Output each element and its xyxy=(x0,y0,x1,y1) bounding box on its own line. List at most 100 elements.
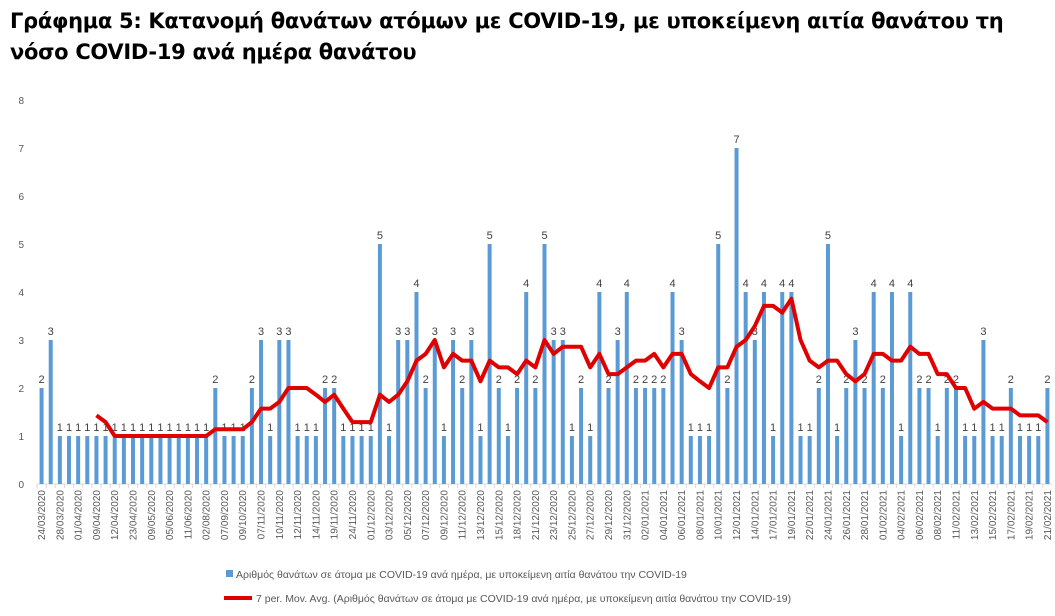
bar xyxy=(780,292,785,484)
bar xyxy=(249,388,254,484)
value-label: 1 xyxy=(121,422,127,434)
x-tick-label: 19/11/2020 xyxy=(330,490,341,540)
x-tick-label: 12/01/2021 xyxy=(732,490,743,540)
bar xyxy=(697,436,702,484)
value-label: 1 xyxy=(167,422,173,434)
bar xyxy=(176,436,181,484)
x-tick-label: 14/11/2020 xyxy=(311,490,322,540)
x-tick-label: 01/02/2021 xyxy=(878,490,889,540)
bar xyxy=(57,436,62,484)
value-label: 3 xyxy=(48,326,54,338)
bar xyxy=(451,340,456,484)
value-label: 3 xyxy=(432,326,438,338)
bar xyxy=(158,436,163,484)
bar xyxy=(387,436,392,484)
value-label: 3 xyxy=(285,326,291,338)
value-label: 2 xyxy=(916,374,922,386)
value-label: 2 xyxy=(925,374,931,386)
value-label: 2 xyxy=(880,374,886,386)
value-label: 2 xyxy=(514,374,520,386)
bar xyxy=(76,436,81,484)
value-label: 1 xyxy=(157,422,163,434)
value-label: 2 xyxy=(843,374,849,386)
x-tick-label: 09/12/2020 xyxy=(439,490,450,540)
value-label: 2 xyxy=(249,374,255,386)
bar xyxy=(972,436,977,484)
value-label: 2 xyxy=(944,374,950,386)
bar xyxy=(140,436,145,484)
y-tick-label: 1 xyxy=(18,432,24,443)
bar xyxy=(707,436,712,484)
bar xyxy=(240,436,245,484)
bar xyxy=(131,436,136,484)
value-label: 3 xyxy=(258,326,264,338)
x-tick-label: 24/11/2020 xyxy=(348,490,359,540)
value-label: 4 xyxy=(871,278,877,290)
value-label: 2 xyxy=(212,374,218,386)
value-label: 4 xyxy=(788,278,794,290)
bar xyxy=(688,436,693,484)
bar xyxy=(953,388,958,484)
value-label: 3 xyxy=(852,326,858,338)
value-label: 4 xyxy=(413,278,419,290)
x-tick-label: 22/01/2021 xyxy=(805,490,816,540)
x-tick-label: 09/04/2020 xyxy=(92,490,103,540)
x-tick-label: 04/01/2021 xyxy=(659,490,670,540)
bar xyxy=(981,340,986,484)
bar xyxy=(103,436,108,484)
value-label: 2 xyxy=(861,374,867,386)
value-label: 3 xyxy=(450,326,456,338)
value-label: 4 xyxy=(523,278,529,290)
value-label: 1 xyxy=(441,422,447,434)
bar xyxy=(579,388,584,484)
x-tick-label: 19/02/2021 xyxy=(1025,490,1036,540)
value-label: 2 xyxy=(1044,374,1050,386)
value-label: 1 xyxy=(971,422,977,434)
bar xyxy=(588,436,593,484)
y-tick-label: 2 xyxy=(18,384,24,395)
value-label: 4 xyxy=(779,278,785,290)
x-tick-label: 07/09/2020 xyxy=(220,490,231,540)
bar xyxy=(899,436,904,484)
value-label: 2 xyxy=(605,374,611,386)
value-label: 7 xyxy=(733,134,739,146)
value-label: 1 xyxy=(1017,422,1023,434)
x-tick-label: 25/12/2020 xyxy=(567,490,578,540)
x-tick-label: 15/12/2020 xyxy=(494,490,505,540)
value-label: 2 xyxy=(423,374,429,386)
value-label: 1 xyxy=(194,422,200,434)
x-tick-label: 21/02/2021 xyxy=(1043,490,1054,540)
x-tick-label: 11/12/2020 xyxy=(458,490,469,540)
bar xyxy=(48,340,53,484)
value-label: 2 xyxy=(660,374,666,386)
bar xyxy=(1027,436,1032,484)
bar xyxy=(268,436,273,484)
bar xyxy=(304,436,309,484)
bar xyxy=(725,388,730,484)
value-label: 2 xyxy=(1008,374,1014,386)
bar xyxy=(423,388,428,484)
value-label: 1 xyxy=(313,422,319,434)
value-label: 2 xyxy=(39,374,45,386)
x-tick-label: 24/01/2021 xyxy=(823,490,834,540)
bar xyxy=(1036,436,1041,484)
bar xyxy=(323,388,328,484)
bar xyxy=(350,436,355,484)
x-tick-label: 02/01/2021 xyxy=(641,490,652,540)
bar xyxy=(377,244,382,484)
value-label: 1 xyxy=(935,422,941,434)
bar xyxy=(761,292,766,484)
chart-title: Γράφημα 5: Κατανομή θανάτων ατόμων με CO… xyxy=(10,9,1004,64)
bar xyxy=(990,436,995,484)
y-tick-label: 0 xyxy=(18,480,24,491)
value-label: 1 xyxy=(505,422,511,434)
value-label: 2 xyxy=(651,374,657,386)
bar xyxy=(313,436,318,484)
bar xyxy=(1045,388,1050,484)
legend-label: 7 per. Mov. Avg. (Αριθμός θανάτων σε άτο… xyxy=(256,593,791,605)
value-label: 2 xyxy=(642,374,648,386)
value-label: 5 xyxy=(825,230,831,242)
x-tick-label: 18/12/2020 xyxy=(513,490,524,540)
bar xyxy=(862,388,867,484)
